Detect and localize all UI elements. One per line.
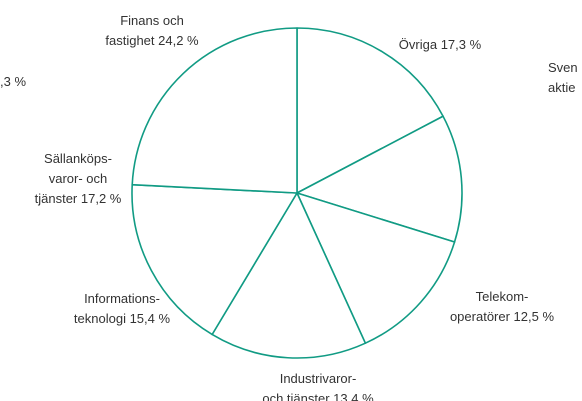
pie-slice — [296, 192, 456, 344]
pie-slice — [131, 183, 298, 336]
slice-category: Telekom-operatörer — [450, 289, 528, 324]
slice-category: Finans och fastighet — [105, 13, 183, 48]
label-line: Finans och — [120, 13, 184, 28]
slice-category: Övriga — [399, 37, 441, 52]
slice-value-label: 12,5 % — [514, 309, 555, 324]
cropped-label: aktie — [548, 80, 575, 95]
pie-slice — [296, 27, 444, 194]
label-line: tjänster — [35, 191, 81, 206]
slice-value-label: 13.4 % — [333, 391, 374, 401]
cropped-label: ,3 % — [0, 74, 26, 89]
slice-label: Telekom-operatörer 12,5 % — [450, 289, 555, 324]
label-line: Informations- — [84, 291, 160, 306]
label-line: Övriga — [399, 37, 441, 52]
label-line: varor- och — [49, 171, 108, 186]
slice-category: Informations-teknologi — [74, 291, 160, 326]
pie-slice — [211, 192, 367, 359]
label-line: teknologi — [74, 311, 130, 326]
slice-label: Övriga 17,3 % — [399, 37, 482, 52]
slice-value-label: 17,2 % — [81, 191, 122, 206]
slice-category: Sällanköps-varor- och tjänster — [35, 151, 112, 206]
slice-label: Industrivaror-och tjänster 13.4 % — [262, 371, 374, 401]
pie-slice — [131, 27, 298, 194]
slice-value-label: 24,2 % — [158, 33, 199, 48]
label-line: operatörer — [450, 309, 514, 324]
slice-value-label: 15,4 % — [130, 311, 171, 326]
label-line: Telekom- — [476, 289, 529, 304]
label-line: fastighet — [105, 33, 158, 48]
slice-label: Finans och fastighet 24,2 % — [105, 13, 199, 48]
slice-label: Informations-teknologi 15,4 % — [74, 291, 171, 326]
label-line: och tjänster — [262, 391, 333, 401]
label-line: Sällanköps- — [44, 151, 112, 166]
label-line: Industrivaror- — [280, 371, 357, 386]
pie-slice — [296, 115, 463, 243]
cropped-label: Sven — [548, 60, 578, 75]
slice-category: Industrivaror-och tjänster — [262, 371, 356, 401]
slice-value-label: 17,3 % — [441, 37, 482, 52]
slice-label: Sällanköps-varor- och tjänster 17,2 % — [35, 151, 122, 206]
